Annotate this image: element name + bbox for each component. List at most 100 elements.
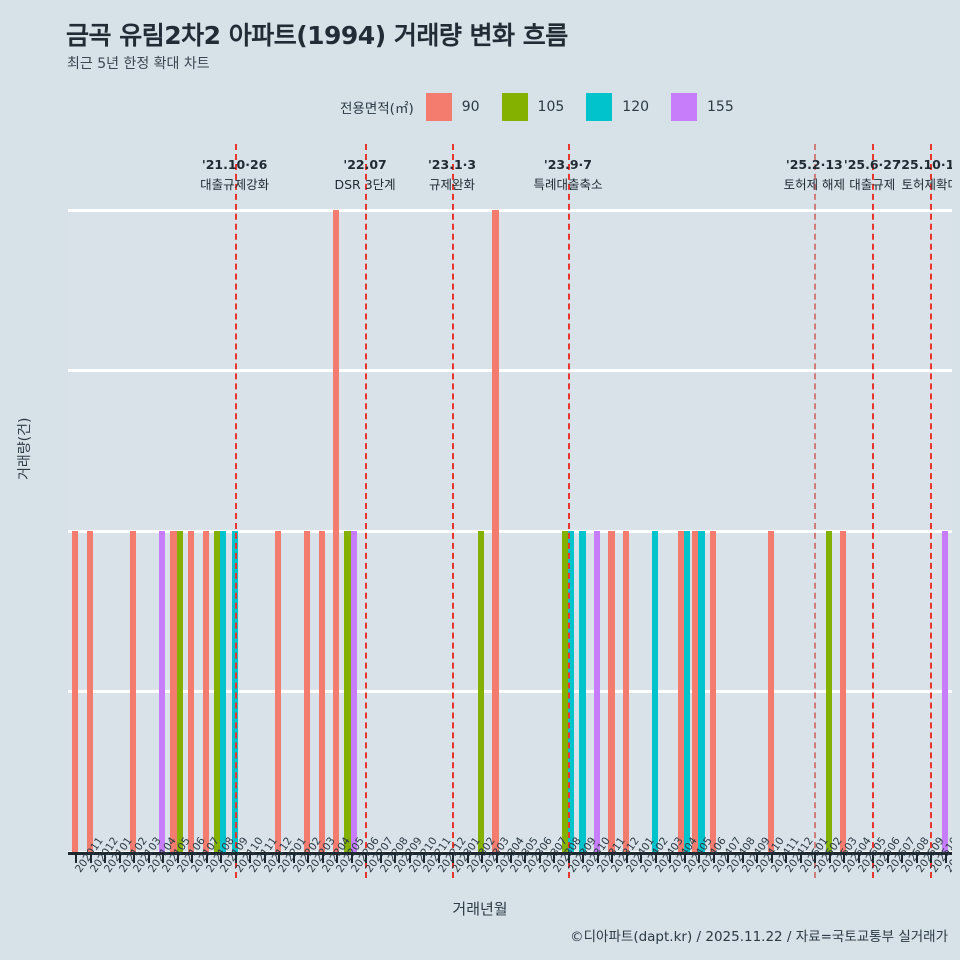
x-tick-mark [292,852,295,863]
x-tick-mark [234,852,237,863]
legend-item-90[interactable]: 90 [425,93,498,121]
x-tick-mark [799,852,802,863]
bar[interactable] [767,531,774,852]
annotation-date: '25.10·15 [897,157,960,172]
x-tick-mark [452,852,455,863]
bar[interactable] [561,531,568,852]
x-tick-mark [886,852,889,863]
x-tick-mark [741,852,744,863]
bar[interactable] [941,531,948,852]
legend-item-120[interactable]: 120 [586,93,667,121]
bar[interactable] [622,531,630,852]
x-tick-mark [915,852,918,863]
x-tick-mark [249,852,252,863]
x-tick-mark [133,852,136,863]
x-tick-mark [350,852,353,863]
event-line-202110 [234,144,237,878]
annotation-date: '22.07 [343,157,387,172]
annotation-date: '23.9·7 [543,157,593,172]
bar[interactable] [350,531,357,852]
bar[interactable] [170,531,177,852]
x-tick-mark [263,852,266,863]
x-tick-mark [712,852,715,863]
event-line-202506 [872,144,875,878]
x-tick-mark [147,852,150,863]
bar[interactable] [344,531,351,852]
bar[interactable] [567,531,575,852]
grid-line [68,529,952,533]
annotation-202110: '21.10·26 대출규제강화 [175,155,295,195]
page-subtitle: 최근 5년 한정 확대 차트 [67,56,210,72]
legend-item-155[interactable]: 155 [671,93,752,121]
x-tick-mark [278,852,281,863]
event-line-202510 [930,144,933,878]
chart-plot-area [68,144,952,878]
grid-line [68,208,952,212]
x-tick-mark [118,852,121,863]
page-title: 금곡 유림2차2 아파트(1994) 거래량 변화 흐름 [66,21,568,50]
event-line-202207 [365,144,368,878]
x-tick-mark [785,852,788,863]
bar[interactable] [220,531,227,852]
bar[interactable] [698,531,705,852]
grid-line [68,369,952,372]
x-tick-mark [191,852,194,863]
bar[interactable] [677,531,684,852]
bar[interactable] [477,531,485,852]
bar[interactable] [593,531,601,852]
x-tick-mark [727,852,730,863]
grid-line [68,690,952,693]
bar[interactable] [159,531,166,852]
right-clip-mask [952,0,960,960]
x-tick-mark [510,852,512,863]
bar[interactable] [683,531,691,852]
bar[interactable] [492,210,499,852]
x-tick-mark [466,852,469,863]
x-axis-label: 거래년월 [452,900,508,918]
x-tick-mark [394,852,397,863]
bar[interactable] [176,531,183,852]
bar[interactable] [304,531,311,852]
bar[interactable] [213,531,221,852]
x-tick-mark [104,852,107,863]
x-tick-mark [901,852,904,863]
bar[interactable] [275,531,282,852]
legend-swatch-90 [425,93,452,121]
annotation-date: '25.2·13 [785,157,843,172]
x-tick-mark [944,852,947,863]
x-tick-mark [828,852,831,863]
bar[interactable] [709,531,716,852]
event-line-202502 [814,144,817,878]
annotation-text: 규제완화 [429,177,476,192]
bar[interactable] [188,531,195,852]
bar[interactable] [651,531,658,852]
bar[interactable] [130,531,137,852]
bar[interactable] [318,531,325,852]
x-tick-mark [582,852,585,863]
annotation-text: 대출규제강화 [200,177,270,192]
legend-title: 전용면적(㎡) [340,101,414,117]
x-tick-mark [814,852,817,863]
bar[interactable] [608,531,615,852]
bar[interactable] [86,531,93,852]
bar[interactable] [579,531,586,852]
legend-item-105[interactable]: 105 [501,93,583,121]
event-line-202309 [567,144,570,878]
bar[interactable] [72,531,79,852]
legend-label-105: 105 [537,99,565,115]
footer-credit: ©디아파트(dapt.kr) / 2025.11.22 / 자료=국토교통부 실… [570,929,948,945]
bar[interactable] [202,531,209,852]
x-tick-mark [495,852,498,863]
bar[interactable] [332,210,340,852]
annotation-date: '23.1·3 [427,157,477,172]
bar[interactable] [692,531,699,852]
x-tick-mark [611,852,614,863]
x-tick-mark [220,852,223,863]
annotation-202502: '25.2·13 토허제 해제 [754,155,874,195]
annotation-date: '21.10·26 [201,157,268,172]
bar[interactable] [840,531,847,852]
x-tick-mark [423,852,426,863]
x-tick-mark [843,852,846,863]
bar[interactable] [825,531,832,852]
x-tick-mark [75,852,78,863]
